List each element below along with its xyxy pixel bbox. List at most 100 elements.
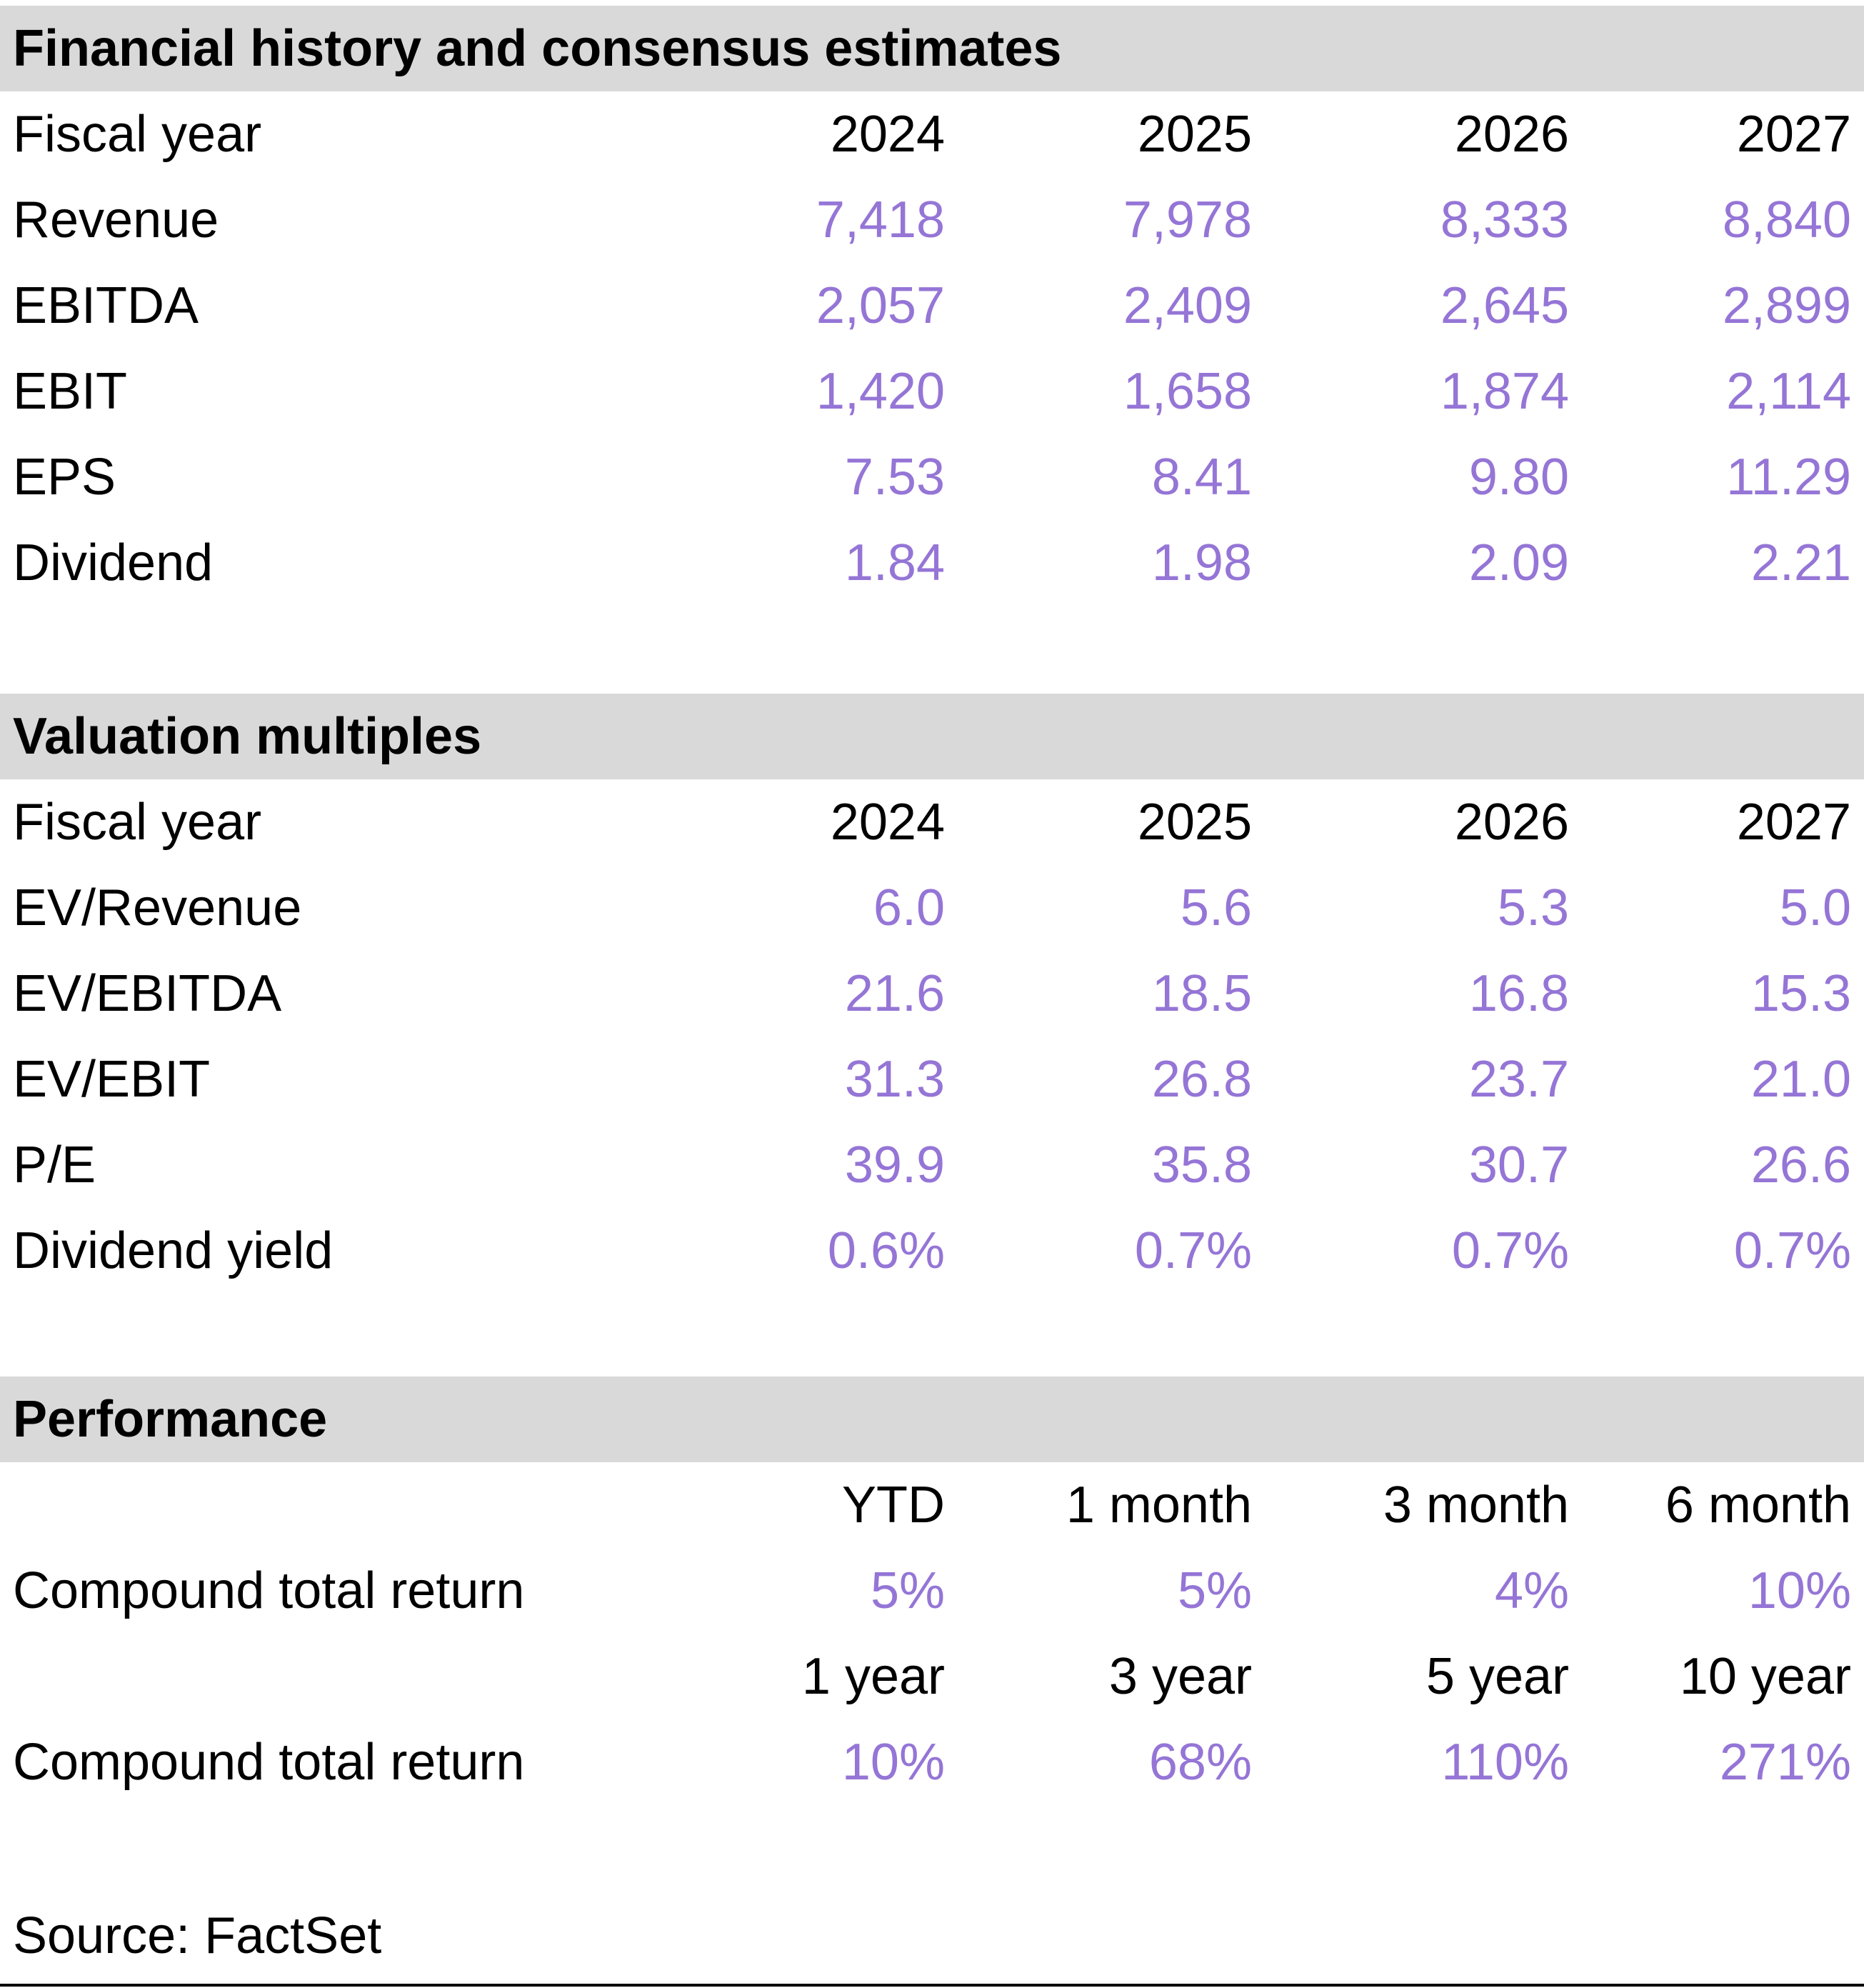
- empty-cell: [13, 1634, 634, 1719]
- table-row-eps: EPS 7.53 8.41 9.80 11.29: [13, 434, 1851, 520]
- value-cell: 9.80: [1468, 449, 1569, 506]
- section-title-financial: Financial history and consensus estimate…: [0, 6, 1864, 91]
- year-header: 2027: [1736, 106, 1851, 163]
- row-label: Revenue: [13, 191, 219, 249]
- value-cell: 0.7%: [1733, 1222, 1851, 1279]
- year-header: 2025: [1137, 106, 1252, 163]
- period-header: 3 year: [1108, 1648, 1252, 1705]
- value-cell: 35.8: [1151, 1137, 1252, 1194]
- bottom-divider-rule: [0, 1984, 1864, 1987]
- value-cell: 16.8: [1468, 965, 1569, 1022]
- year-header: 2026: [1454, 794, 1569, 851]
- year-header: 2024: [830, 794, 945, 851]
- value-cell: 2,057: [816, 277, 945, 334]
- value-cell: 0.6%: [827, 1222, 945, 1279]
- value-cell: 1,420: [816, 363, 945, 420]
- row-label: EV/Revenue: [13, 879, 302, 936]
- period-header: 6 month: [1665, 1477, 1851, 1534]
- period-header: 5 year: [1425, 1648, 1569, 1705]
- value-cell: 2.09: [1468, 534, 1569, 591]
- value-cell: 1.84: [844, 534, 945, 591]
- year-header: 2024: [830, 106, 945, 163]
- section-title-valuation: Valuation multiples: [0, 694, 1864, 779]
- period-header: 1 month: [1066, 1477, 1252, 1534]
- period-header: YTD: [842, 1477, 945, 1534]
- row-label: Dividend yield: [13, 1222, 334, 1279]
- valuation-header-row: Fiscal year 2024 2025 2026 2027: [13, 779, 1851, 865]
- value-cell: 7,978: [1123, 191, 1252, 249]
- row-label: EV/EBITDA: [13, 965, 282, 1022]
- value-cell: 2,645: [1440, 277, 1569, 334]
- value-cell: 11.29: [1726, 449, 1851, 506]
- value-cell: 21.0: [1750, 1051, 1851, 1108]
- value-cell: 26.6: [1750, 1137, 1851, 1194]
- row-label: Compound total return: [13, 1562, 525, 1619]
- value-cell: 2,899: [1722, 277, 1851, 334]
- value-cell: 10%: [1748, 1562, 1851, 1619]
- year-header: 2025: [1137, 794, 1252, 851]
- value-cell: 30.7: [1468, 1137, 1569, 1194]
- year-header: 2026: [1454, 106, 1569, 163]
- table-row-pe: P/E 39.9 35.8 30.7 26.6: [13, 1122, 1851, 1208]
- value-cell: 110%: [1441, 1734, 1569, 1791]
- value-cell: 5.0: [1779, 879, 1851, 936]
- table-row-ev-revenue: EV/Revenue 6.0 5.6 5.3 5.0: [13, 865, 1851, 951]
- value-cell: 1.98: [1151, 534, 1252, 591]
- value-cell: 0.7%: [1134, 1222, 1252, 1279]
- value-cell: 6.0: [873, 879, 945, 936]
- financial-header-row: Fiscal year 2024 2025 2026 2027: [13, 91, 1851, 177]
- value-cell: 2.21: [1750, 534, 1851, 591]
- year-header: 2027: [1736, 794, 1851, 851]
- row-label: EBIT: [13, 363, 128, 420]
- value-cell: 15.3: [1750, 965, 1851, 1022]
- value-cell: 0.7%: [1451, 1222, 1569, 1279]
- value-cell: 10%: [841, 1734, 945, 1791]
- table-row-ebit: EBIT 1,420 1,658 1,874 2,114: [13, 349, 1851, 434]
- fiscal-year-label: Fiscal year: [13, 794, 262, 851]
- value-cell: 271%: [1719, 1734, 1851, 1791]
- row-label: Compound total return: [13, 1734, 525, 1791]
- value-cell: 18.5: [1151, 965, 1252, 1022]
- table-row-ev-ebit: EV/EBIT 31.3 26.8 23.7 21.0: [13, 1037, 1851, 1122]
- value-cell: 23.7: [1468, 1051, 1569, 1108]
- table-row-ebitda: EBITDA 2,057 2,409 2,645 2,899: [13, 263, 1851, 349]
- period-header: 10 year: [1679, 1648, 1851, 1705]
- value-cell: 5.6: [1180, 879, 1252, 936]
- value-cell: 26.8: [1151, 1051, 1252, 1108]
- valuation-table: Fiscal year 2024 2025 2026 2027 EV/Reven…: [13, 779, 1851, 1294]
- table-row-dividend-yield: Dividend yield 0.6% 0.7% 0.7% 0.7%: [13, 1208, 1851, 1294]
- value-cell: 7.53: [844, 449, 945, 506]
- row-label: P/E: [13, 1137, 96, 1194]
- performance-header-row-long: 1 year 3 year 5 year 10 year: [13, 1634, 1851, 1719]
- table-row-compound-return-short: Compound total return 5% 5% 4% 10%: [13, 1548, 1851, 1634]
- table-row-dividend: Dividend 1.84 1.98 2.09 2.21: [13, 520, 1851, 606]
- section-title-performance: Performance: [0, 1377, 1864, 1462]
- value-cell: 21.6: [844, 965, 945, 1022]
- report-page: Financial history and consensus estimate…: [0, 6, 1864, 1988]
- value-cell: 39.9: [844, 1137, 945, 1194]
- value-cell: 68%: [1148, 1734, 1252, 1791]
- value-cell: 8,840: [1722, 191, 1851, 249]
- value-cell: 5%: [1177, 1562, 1252, 1619]
- value-cell: 7,418: [816, 191, 945, 249]
- row-label: EBITDA: [13, 277, 199, 334]
- row-label: EV/EBIT: [13, 1051, 211, 1108]
- table-row-ev-ebitda: EV/EBITDA 21.6 18.5 16.8 15.3: [13, 951, 1851, 1037]
- fiscal-year-label: Fiscal year: [13, 106, 262, 163]
- period-header: 1 year: [801, 1648, 945, 1705]
- value-cell: 2,409: [1123, 277, 1252, 334]
- value-cell: 4%: [1494, 1562, 1569, 1619]
- value-cell: 31.3: [844, 1051, 945, 1108]
- value-cell: 1,874: [1440, 363, 1569, 420]
- value-cell: 2,114: [1726, 363, 1851, 420]
- performance-header-row-short: YTD 1 month 3 month 6 month: [13, 1462, 1851, 1548]
- value-cell: 5%: [870, 1562, 945, 1619]
- performance-table: YTD 1 month 3 month 6 month Compound tot…: [13, 1462, 1851, 1805]
- row-label: Dividend: [13, 534, 214, 591]
- value-cell: 5.3: [1497, 879, 1569, 936]
- value-cell: 8.41: [1151, 449, 1252, 506]
- table-row-revenue: Revenue 7,418 7,978 8,333 8,840: [13, 177, 1851, 263]
- financial-table: Fiscal year 2024 2025 2026 2027 Revenue …: [13, 91, 1851, 606]
- row-label: EPS: [13, 449, 116, 506]
- source-note: Source: FactSet: [13, 1907, 382, 1964]
